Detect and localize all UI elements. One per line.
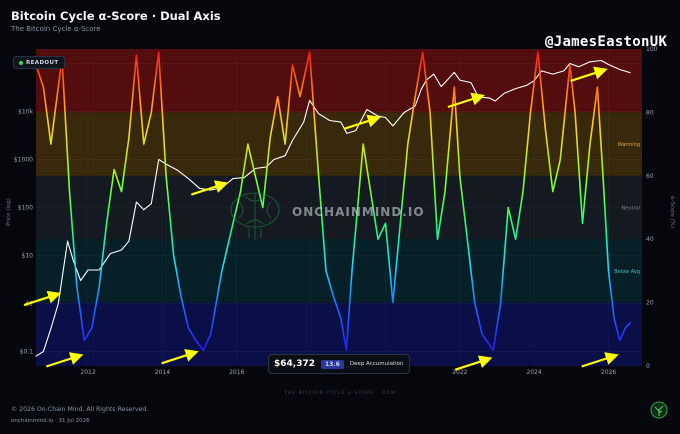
annotation-arrow xyxy=(447,92,485,109)
annotation-arrow xyxy=(45,352,84,368)
zone-label: Neutral xyxy=(622,206,640,212)
annotation-arrow xyxy=(23,290,62,307)
x-tick-label: 2024 xyxy=(527,369,542,376)
y-left-tick-label: $10k xyxy=(18,108,33,115)
zone-band xyxy=(36,239,642,303)
readout-badge[interactable]: READOUT xyxy=(13,56,65,69)
x-tick-label: 2026 xyxy=(601,369,616,376)
y-right-tick-label: 100 xyxy=(646,46,658,53)
footer-copyright: © 2026 On-Chain Mind. All Rights Reserve… xyxy=(11,406,149,413)
current-score: 13.6 xyxy=(321,359,344,369)
annotation-arrow xyxy=(343,114,381,130)
readout-label: READOUT xyxy=(26,59,59,66)
y-right-tick-label: 80 xyxy=(646,109,654,116)
zone-band xyxy=(36,49,642,113)
price-readout: $64,372 13.6 Deep Accumulation xyxy=(268,354,410,374)
chart-subtitle: The Bitcoin Cycle α-Score xyxy=(11,25,101,33)
current-price: $64,372 xyxy=(274,359,315,369)
watermark-text: ONCHAINMIND.IO xyxy=(292,205,425,219)
bottom-caption: THE BITCOIN CYCLE α-SCORE · OCM xyxy=(284,391,396,396)
x-tick-label: 2022 xyxy=(452,369,467,376)
y-right-tick-label: 60 xyxy=(646,173,654,180)
footer-site-date: onchainmind.io · 31 Jul 2026 xyxy=(11,418,90,424)
author-handle: @JamesEastonUK xyxy=(545,34,668,50)
x-tick-label: 2014 xyxy=(155,369,170,376)
y-left-tick-label: $1000 xyxy=(14,156,33,163)
zone-label: Warming xyxy=(618,142,640,148)
annotation-arrow xyxy=(190,180,229,196)
x-tick-label: 2012 xyxy=(80,369,95,376)
annotation-arrow xyxy=(570,66,608,82)
y-left-tick-label: $10 xyxy=(22,253,34,260)
y-axis-right-label: α-Score (%) xyxy=(669,196,675,228)
zone-label: Below Avg xyxy=(614,269,640,275)
annotation-arrow xyxy=(454,355,493,371)
y-right-tick-label: 20 xyxy=(646,300,654,307)
tree-logo-icon xyxy=(650,401,668,419)
y-axis-left-label: Price (log) xyxy=(6,198,12,226)
price-series-line xyxy=(35,59,631,357)
chart-title: Bitcoin Cycle α-Score · Dual Axis xyxy=(11,9,221,23)
y-left-tick-label: $0.1 xyxy=(20,349,34,356)
live-dot-icon xyxy=(19,60,23,65)
y-left-tick-label: $100 xyxy=(18,205,33,212)
zone-band xyxy=(36,175,642,240)
y-right-tick-label: 0 xyxy=(646,363,650,370)
current-phase: Deep Accumulation xyxy=(349,361,404,367)
y-right-tick-label: 40 xyxy=(646,236,654,243)
zone-band xyxy=(36,112,642,176)
annotation-arrow xyxy=(581,352,619,368)
score-series-line xyxy=(35,51,631,351)
annotation-arrow xyxy=(161,349,199,365)
x-tick-label: 2016 xyxy=(229,369,244,376)
brain-logo-icon xyxy=(230,192,280,240)
